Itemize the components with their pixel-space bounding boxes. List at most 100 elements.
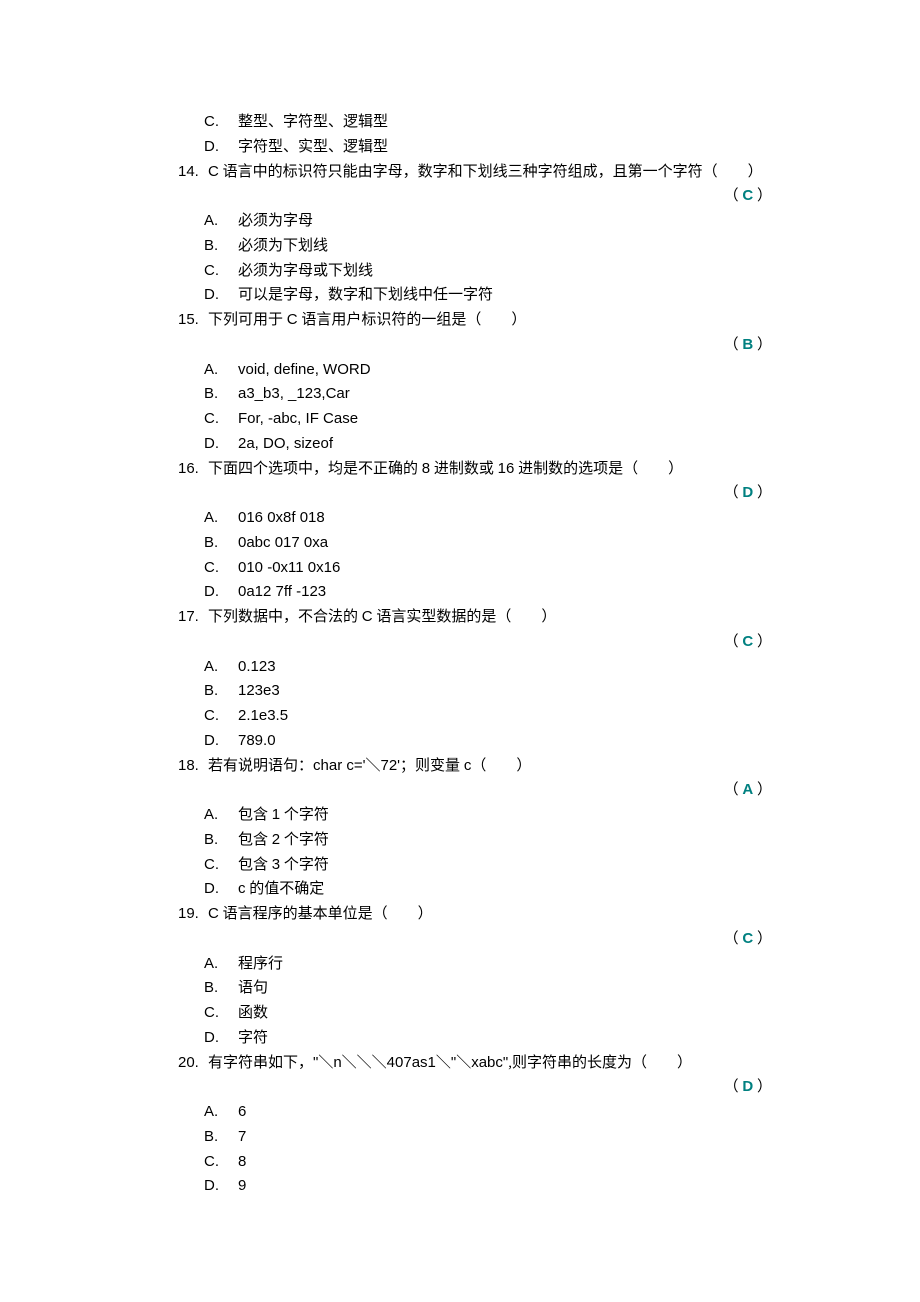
option-text: 2a, DO, sizeof (238, 432, 772, 457)
answer-row: （ D ） (178, 1075, 772, 1100)
option-text: 包含 3 个字符 (238, 853, 772, 878)
question-number: 19. (178, 902, 208, 927)
answer-row: （ C ） (178, 184, 772, 209)
option-letter: A. (178, 1100, 238, 1125)
option-letter: C. (178, 259, 238, 284)
option-text: void, define, WORD (238, 358, 772, 383)
answer-letter: B (742, 336, 753, 353)
option-row: C.8 (178, 1150, 772, 1175)
option-letter: A. (178, 655, 238, 680)
question: 20.有字符串如下，"＼n＼＼＼407as1＼"＼xabc",则字符串的长度为（… (178, 1051, 772, 1200)
option-letter: B. (178, 234, 238, 259)
answer-letter: C (742, 930, 753, 947)
option-letter: C. (178, 556, 238, 581)
option-text: 包含 2 个字符 (238, 828, 772, 853)
option-row: C.必须为字母或下划线 (178, 259, 772, 284)
option-letter: B. (178, 382, 238, 407)
option-row: A.6 (178, 1100, 772, 1125)
option-text: 6 (238, 1100, 772, 1125)
option-row: C.2.1e3.5 (178, 704, 772, 729)
option-row: C.函数 (178, 1001, 772, 1026)
answer-letter: C (742, 187, 753, 204)
question-number: 18. (178, 754, 208, 779)
question-text: C 语言中的标识符只能由字母，数字和下划线三种字符组成，且第一个字符（ ） (208, 160, 772, 185)
question: 16.下面四个选项中，均是不正确的 8 进制数或 16 进制数的选项是（ ）（ … (178, 457, 772, 606)
option-letter: B. (178, 679, 238, 704)
option-row: B.a3_b3, _123,Car (178, 382, 772, 407)
option-row: D.可以是字母，数字和下划线中任一字符 (178, 283, 772, 308)
option-row: D.9 (178, 1174, 772, 1199)
answer-letter: C (742, 633, 753, 650)
question-stem: 15.下列可用于 C 语言用户标识符的一组是（ ） (178, 308, 772, 333)
option-row: D.字符 (178, 1026, 772, 1051)
question-text: 若有说明语句：char c='＼72'；则变量 c（ ） (208, 754, 772, 779)
option-row: D.2a, DO, sizeof (178, 432, 772, 457)
question: 17.下列数据中，不合法的 C 语言实型数据的是（ ）（ C ）A.0.123B… (178, 605, 772, 754)
question: 19.C 语言程序的基本单位是（ ）（ C ）A.程序行B.语句C.函数D.字符 (178, 902, 772, 1051)
option-row: B.0abc 017 0xa (178, 531, 772, 556)
option-row: C.整型、字符型、逻辑型 (178, 110, 772, 135)
option-row: A.必须为字母 (178, 209, 772, 234)
option-text: 789.0 (238, 729, 772, 754)
option-letter: D. (178, 877, 238, 902)
option-row: D.c 的值不确定 (178, 877, 772, 902)
option-letter: A. (178, 358, 238, 383)
option-letter: D. (178, 1174, 238, 1199)
option-text: 必须为下划线 (238, 234, 772, 259)
option-row: B.123e3 (178, 679, 772, 704)
option-letter: C. (178, 1150, 238, 1175)
option-row: A.void, define, WORD (178, 358, 772, 383)
option-text: 语句 (238, 976, 772, 1001)
option-row: D.789.0 (178, 729, 772, 754)
question-number: 20. (178, 1051, 208, 1076)
option-letter: B. (178, 531, 238, 556)
option-row: C.包含 3 个字符 (178, 853, 772, 878)
option-text: 9 (238, 1174, 772, 1199)
question-stem: 19.C 语言程序的基本单位是（ ） (178, 902, 772, 927)
option-letter: D. (178, 1026, 238, 1051)
option-text: 0abc 017 0xa (238, 531, 772, 556)
option-row: D.0a12 7ff -123 (178, 580, 772, 605)
question-text: 下面四个选项中，均是不正确的 8 进制数或 16 进制数的选项是（ ） (208, 457, 772, 482)
option-text: 字符 (238, 1026, 772, 1051)
option-text: For, -abc, IF Case (238, 407, 772, 432)
option-text: 0.123 (238, 655, 772, 680)
option-letter: C. (178, 110, 238, 135)
option-row: B.7 (178, 1125, 772, 1150)
question: 15.下列可用于 C 语言用户标识符的一组是（ ）（ B ）A.void, de… (178, 308, 772, 457)
option-text: 0a12 7ff -123 (238, 580, 772, 605)
option-text: a3_b3, _123,Car (238, 382, 772, 407)
option-letter: C. (178, 853, 238, 878)
option-row: D.字符型、实型、逻辑型 (178, 135, 772, 160)
option-row: C.For, -abc, IF Case (178, 407, 772, 432)
question-stem: 20.有字符串如下，"＼n＼＼＼407as1＼"＼xabc",则字符串的长度为（… (178, 1051, 772, 1076)
question-stem: 18.若有说明语句：char c='＼72'；则变量 c（ ） (178, 754, 772, 779)
option-text: 必须为字母 (238, 209, 772, 234)
option-letter: D. (178, 729, 238, 754)
option-text: 必须为字母或下划线 (238, 259, 772, 284)
option-letter: A. (178, 952, 238, 977)
answer-row: （ C ） (178, 630, 772, 655)
question-text: 有字符串如下，"＼n＼＼＼407as1＼"＼xabc",则字符串的长度为（ ） (208, 1051, 772, 1076)
option-text: 函数 (238, 1001, 772, 1026)
option-text: 123e3 (238, 679, 772, 704)
option-text: 010 -0x11 0x16 (238, 556, 772, 581)
answer-row: （ B ） (178, 333, 772, 358)
option-text: 可以是字母，数字和下划线中任一字符 (238, 283, 772, 308)
option-text: 包含 1 个字符 (238, 803, 772, 828)
option-letter: C. (178, 1001, 238, 1026)
answer-row: （ D ） (178, 481, 772, 506)
option-letter: D. (178, 580, 238, 605)
option-letter: A. (178, 209, 238, 234)
option-letter: D. (178, 283, 238, 308)
question-stem: 14.C 语言中的标识符只能由字母，数字和下划线三种字符组成，且第一个字符（ ） (178, 160, 772, 185)
option-letter: C. (178, 704, 238, 729)
option-letter: D. (178, 135, 238, 160)
option-row: A.包含 1 个字符 (178, 803, 772, 828)
question-number: 14. (178, 160, 208, 185)
option-row: C.010 -0x11 0x16 (178, 556, 772, 581)
option-text: 016 0x8f 018 (238, 506, 772, 531)
answer-letter: A (742, 781, 753, 798)
option-letter: A. (178, 803, 238, 828)
answer-row: （ C ） (178, 927, 772, 952)
